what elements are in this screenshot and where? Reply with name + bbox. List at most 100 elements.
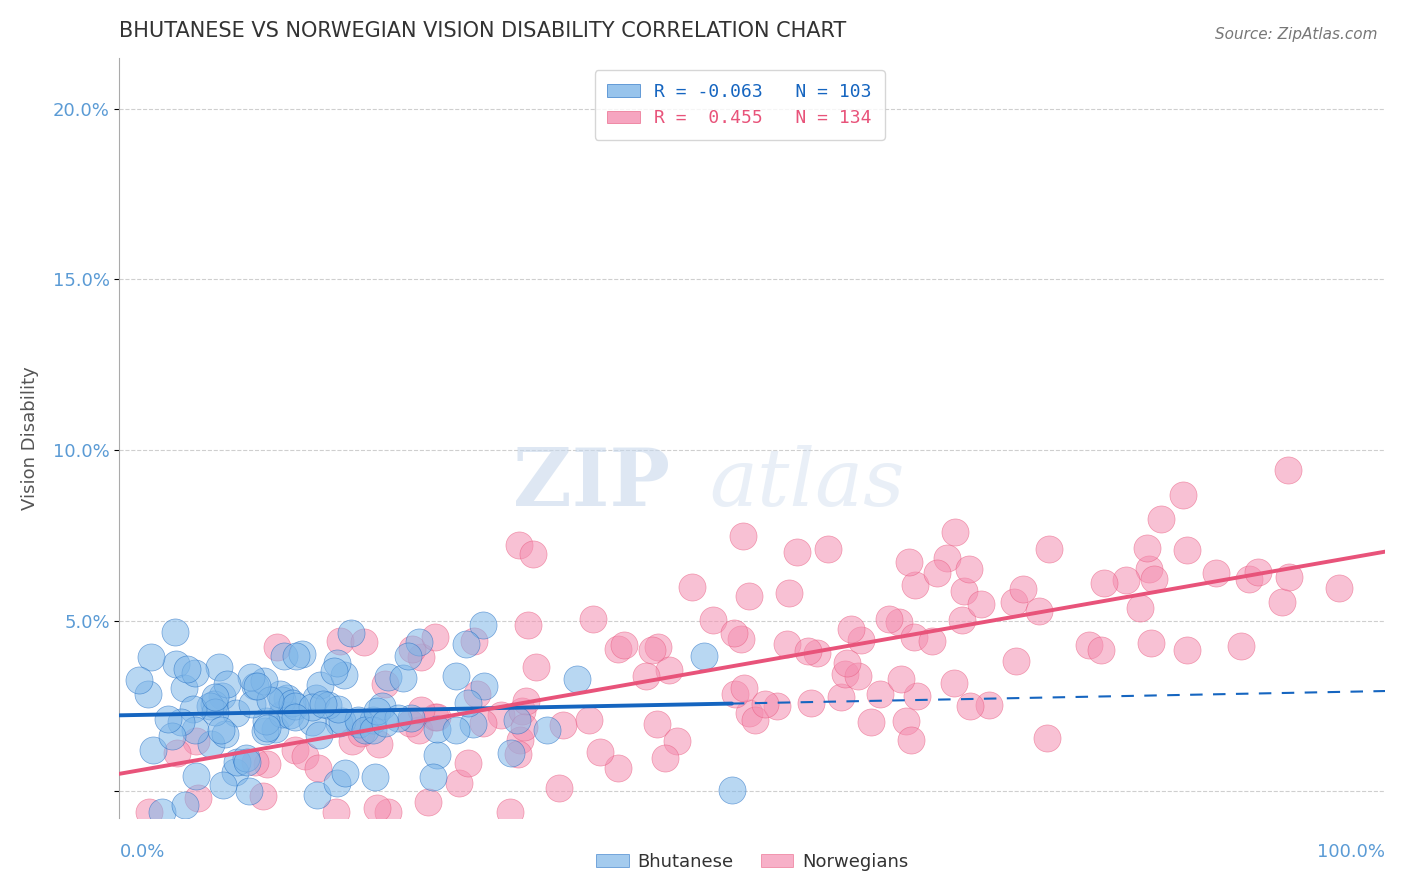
Bhutanese (169, 714, 191, 729)
Norwegians (513, 720, 536, 734)
Text: 100.0%: 100.0% (1317, 843, 1385, 862)
Bhutanese (374, 715, 396, 730)
Norwegians (1036, 731, 1059, 746)
Text: BHUTANESE VS NORWEGIAN VISION DISABILITY CORRELATION CHART: BHUTANESE VS NORWEGIAN VISION DISABILITY… (120, 21, 846, 41)
Norwegians (943, 524, 966, 539)
Norwegians (877, 612, 900, 626)
Y-axis label: Vision Disability: Vision Disability (21, 366, 39, 510)
Norwegians (416, 795, 439, 809)
Bhutanese (212, 778, 235, 792)
Bhutanese (176, 662, 198, 676)
Norwegians (754, 697, 776, 711)
Norwegians (1143, 572, 1166, 586)
Text: atlas: atlas (709, 445, 904, 523)
Norwegians (738, 589, 761, 603)
Norwegians (607, 642, 630, 657)
Norwegians (869, 687, 891, 701)
Norwegians (831, 690, 853, 704)
Bhutanese (721, 783, 744, 797)
Norwegians (839, 623, 862, 637)
Bhutanese (253, 673, 276, 688)
Bhutanese (454, 636, 477, 650)
Bhutanese (184, 666, 207, 681)
Norwegians (409, 703, 432, 717)
Text: 0.0%: 0.0% (120, 843, 165, 862)
Norwegians (921, 633, 943, 648)
Norwegians (353, 635, 375, 649)
Norwegians (654, 751, 676, 765)
Norwegians (1277, 463, 1299, 477)
Norwegians (1278, 570, 1301, 584)
Norwegians (449, 776, 471, 790)
Norwegians (522, 548, 544, 562)
Norwegians (1012, 582, 1035, 596)
Bhutanese (396, 648, 419, 663)
Bhutanese (307, 789, 329, 803)
Norwegians (243, 755, 266, 769)
Norwegians (846, 669, 869, 683)
Bhutanese (284, 710, 307, 724)
Bhutanese (141, 650, 163, 665)
Bhutanese (323, 665, 346, 679)
Norwegians (613, 638, 636, 652)
Bhutanese (165, 657, 187, 672)
Norwegians (835, 656, 858, 670)
Norwegians (927, 566, 949, 580)
Bhutanese (271, 693, 294, 707)
Bhutanese (198, 698, 221, 713)
Norwegians (733, 681, 755, 695)
Bhutanese (215, 677, 238, 691)
Norwegians (738, 706, 761, 721)
Bhutanese (259, 693, 281, 707)
Bhutanese (426, 747, 449, 762)
Bhutanese (276, 690, 298, 705)
Norwegians (463, 634, 485, 648)
Bhutanese (347, 717, 370, 731)
Bhutanese (150, 805, 173, 819)
Bhutanese (238, 784, 260, 798)
Norwegians (548, 781, 571, 796)
Norwegians (1078, 638, 1101, 652)
Norwegians (896, 714, 918, 728)
Bhutanese (157, 712, 180, 726)
Norwegians (307, 761, 329, 775)
Bhutanese (444, 723, 467, 737)
Bhutanese (264, 723, 287, 737)
Norwegians (887, 615, 910, 629)
Bhutanese (181, 702, 204, 716)
Bhutanese (366, 704, 388, 718)
Norwegians (266, 640, 288, 654)
Norwegians (890, 672, 912, 686)
Bhutanese (399, 711, 422, 725)
Norwegians (834, 666, 856, 681)
Norwegians (731, 529, 754, 543)
Norwegians (294, 749, 316, 764)
Legend: Bhutanese, Norwegians: Bhutanese, Norwegians (589, 846, 915, 878)
Bhutanese (330, 714, 353, 728)
Norwegians (517, 618, 540, 632)
Norwegians (401, 641, 423, 656)
Norwegians (1271, 595, 1294, 609)
Norwegians (817, 541, 839, 556)
Norwegians (256, 757, 278, 772)
Norwegians (953, 584, 976, 599)
Norwegians (1327, 581, 1350, 595)
Norwegians (723, 626, 745, 640)
Bhutanese (316, 698, 339, 712)
Norwegians (425, 710, 447, 724)
Bhutanese (142, 743, 165, 757)
Norwegians (138, 805, 160, 819)
Bhutanese (536, 723, 558, 737)
Bhutanese (128, 673, 150, 687)
Norwegians (184, 734, 207, 748)
Bhutanese (499, 746, 522, 760)
Bhutanese (174, 798, 197, 813)
Norwegians (377, 805, 399, 819)
Norwegians (1090, 643, 1112, 657)
Norwegians (367, 737, 389, 751)
Norwegians (509, 732, 531, 747)
Norwegians (1137, 562, 1160, 576)
Norwegians (730, 632, 752, 646)
Norwegians (859, 714, 882, 729)
Bhutanese (273, 649, 295, 664)
